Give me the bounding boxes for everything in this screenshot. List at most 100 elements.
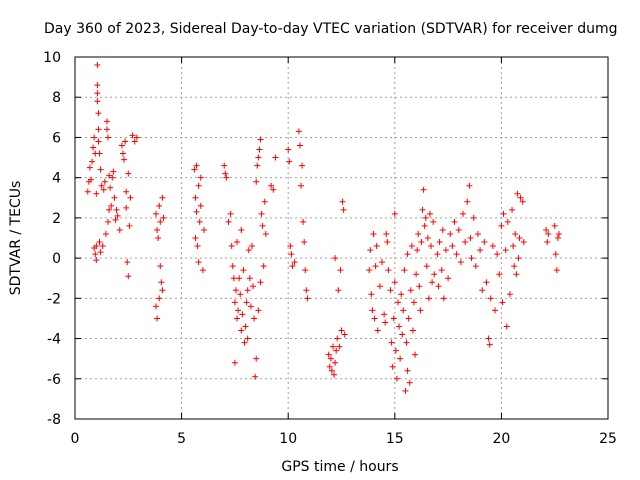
data-point	[415, 230, 422, 237]
x-tick-label: 20	[492, 431, 510, 447]
data-point	[366, 267, 373, 274]
data-point	[336, 343, 343, 350]
data-point	[270, 186, 277, 193]
data-point	[255, 154, 262, 161]
data-point	[440, 295, 447, 302]
data-point	[103, 118, 110, 125]
x-tick-label: 5	[177, 431, 186, 447]
data-point	[94, 82, 101, 89]
data-point	[255, 307, 262, 314]
data-point	[159, 287, 166, 294]
data-point	[457, 259, 464, 266]
data-point	[257, 136, 264, 143]
data-point	[436, 239, 443, 246]
data-point	[199, 267, 206, 274]
data-point	[127, 194, 134, 201]
data-point	[125, 273, 132, 280]
data-point	[379, 259, 386, 266]
data-point	[410, 299, 417, 306]
data-point	[95, 110, 102, 117]
data-point	[94, 90, 101, 97]
data-point	[368, 291, 375, 298]
data-point	[285, 146, 292, 153]
data-point	[494, 251, 501, 258]
y-tick-label: 4	[52, 171, 61, 187]
data-point	[116, 226, 123, 233]
data-point	[302, 267, 309, 274]
data-point	[426, 210, 433, 217]
data-point	[253, 178, 260, 185]
data-point	[89, 158, 96, 165]
data-point	[423, 263, 430, 270]
data-point	[295, 128, 302, 135]
data-point	[239, 311, 246, 318]
data-point	[486, 341, 493, 348]
data-point	[372, 263, 379, 270]
data-point	[400, 307, 407, 314]
data-point	[425, 295, 432, 302]
data-point	[468, 255, 475, 262]
data-point	[109, 174, 116, 181]
data-point	[328, 367, 335, 374]
data-point	[418, 239, 425, 246]
data-point	[237, 291, 244, 298]
chart-title: Day 360 of 2023, Sidereal Day-to-day VTE…	[44, 21, 618, 37]
data-point	[262, 230, 269, 237]
data-point	[111, 194, 118, 201]
data-point	[241, 339, 248, 346]
data-point	[402, 387, 409, 394]
data-points	[84, 62, 562, 394]
data-point	[107, 184, 114, 191]
data-point	[96, 150, 103, 157]
data-point	[499, 299, 506, 306]
data-point	[413, 271, 420, 278]
data-point	[86, 164, 93, 171]
data-point	[119, 150, 126, 157]
data-point	[222, 170, 229, 177]
data-point	[105, 218, 112, 225]
data-point	[156, 295, 163, 302]
data-point	[123, 188, 130, 195]
data-point	[95, 126, 102, 133]
data-point	[479, 287, 486, 294]
data-point	[506, 291, 513, 298]
grid	[75, 57, 608, 419]
data-point	[333, 347, 340, 354]
data-point	[122, 138, 129, 145]
data-point	[512, 230, 519, 237]
data-point	[155, 235, 162, 241]
data-point	[258, 210, 265, 217]
data-point	[129, 132, 136, 139]
data-point	[231, 359, 238, 366]
data-point	[247, 303, 254, 310]
data-point	[545, 230, 552, 237]
data-point	[460, 210, 467, 217]
data-point	[121, 156, 128, 163]
data-point	[87, 176, 94, 183]
data-point	[221, 162, 228, 169]
data-point	[325, 351, 332, 358]
data-point	[338, 327, 345, 334]
data-point	[287, 243, 294, 250]
y-tick-label: 10	[43, 50, 61, 66]
data-point	[404, 367, 411, 374]
data-point	[431, 271, 438, 278]
data-point	[192, 235, 199, 241]
data-point	[195, 182, 202, 189]
data-point	[133, 134, 140, 141]
data-point	[382, 319, 389, 326]
data-point	[470, 214, 477, 221]
data-point	[289, 263, 296, 270]
data-point	[392, 347, 399, 354]
data-point	[451, 218, 458, 225]
data-point	[445, 275, 452, 282]
data-point	[455, 226, 462, 233]
data-point	[496, 271, 503, 278]
data-point	[326, 363, 333, 370]
data-point	[477, 247, 484, 254]
data-point	[223, 174, 230, 181]
data-point	[256, 146, 263, 153]
data-point	[483, 279, 490, 286]
data-point	[106, 172, 113, 179]
data-point	[409, 327, 416, 334]
